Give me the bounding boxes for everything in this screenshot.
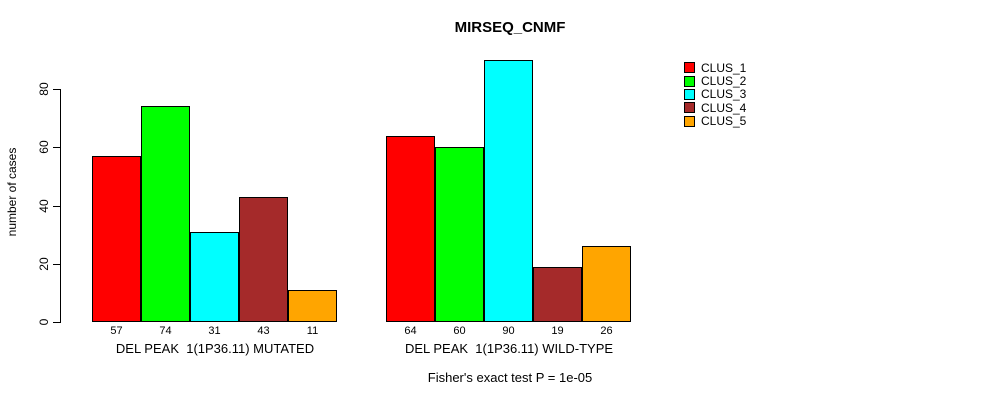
y-tick-mark (53, 263, 60, 265)
legend-label: CLUS_2 (701, 74, 747, 89)
group-label: DEL PEAK 1(1P36.11) MUTATED (115, 341, 315, 356)
bar-value-label: 74 (159, 325, 172, 337)
bar-clus_4-group1 (239, 197, 288, 322)
y-axis-line (60, 89, 61, 323)
legend-swatch-clus_4 (684, 102, 695, 114)
bar-value-label: 64 (404, 325, 417, 337)
bar-clus_1-group2 (386, 136, 435, 322)
subtitle: Fisher's exact test P = 1e-05 (427, 370, 593, 385)
bar-value-label: 11 (306, 325, 319, 337)
y-tick-mark (53, 322, 60, 323)
legend-label: CLUS_1 (701, 60, 747, 75)
bar-value-label: 19 (551, 325, 564, 337)
legend-item-clus_3: CLUS_3 (684, 88, 746, 101)
y-tick-label: 40 (37, 198, 51, 213)
y-tick-mark (53, 205, 60, 207)
bar-clus_4-group2 (533, 267, 582, 322)
bar-clus_3-group2 (484, 60, 533, 322)
legend-label: CLUS_3 (701, 87, 747, 102)
bar-clus_2-group2 (435, 147, 484, 322)
bar-value-label: 90 (502, 325, 515, 337)
legend-swatch-clus_3 (684, 88, 695, 100)
legend-swatch-clus_2 (684, 75, 695, 87)
legend-label: CLUS_4 (701, 100, 747, 115)
y-tick-label: 0 (37, 318, 51, 326)
bar-value-label: 43 (257, 325, 270, 337)
legend-swatch-clus_1 (684, 62, 695, 74)
bar-value-label: 60 (453, 325, 466, 337)
legend-item-clus_5: CLUS_5 (684, 115, 746, 128)
bar-value-label: 57 (110, 325, 123, 337)
bar-clus_5-group2 (582, 246, 631, 322)
y-tick-label: 80 (37, 82, 51, 96)
bar-clus_3-group1 (190, 232, 239, 322)
chart-title: MIRSEQ_CNMF (454, 19, 566, 36)
bar-clus_2-group1 (141, 106, 190, 322)
y-tick-mark (53, 147, 60, 149)
bar-clus_1-group1 (92, 156, 141, 322)
legend-label: CLUS_5 (701, 114, 747, 129)
legend: CLUS_1 CLUS_2 CLUS_3 CLUS_4 CLUS_5 (684, 61, 746, 128)
legend-item-clus_1: CLUS_1 (684, 61, 746, 74)
y-axis-label: number of cases (5, 147, 19, 237)
group-label: DEL PEAK 1(1P36.11) WILD-TYPE (404, 341, 614, 356)
bar-value-label: 31 (208, 325, 221, 337)
y-tick-label: 20 (37, 257, 51, 271)
legend-item-clus_4: CLUS_4 (684, 101, 746, 114)
legend-item-clus_2: CLUS_2 (684, 74, 746, 87)
bar-clus_5-group1 (288, 290, 337, 322)
y-tick-label: 60 (37, 140, 51, 154)
legend-swatch-clus_5 (684, 115, 695, 127)
y-tick-mark (53, 89, 60, 90)
bar-value-label: 26 (600, 325, 613, 337)
